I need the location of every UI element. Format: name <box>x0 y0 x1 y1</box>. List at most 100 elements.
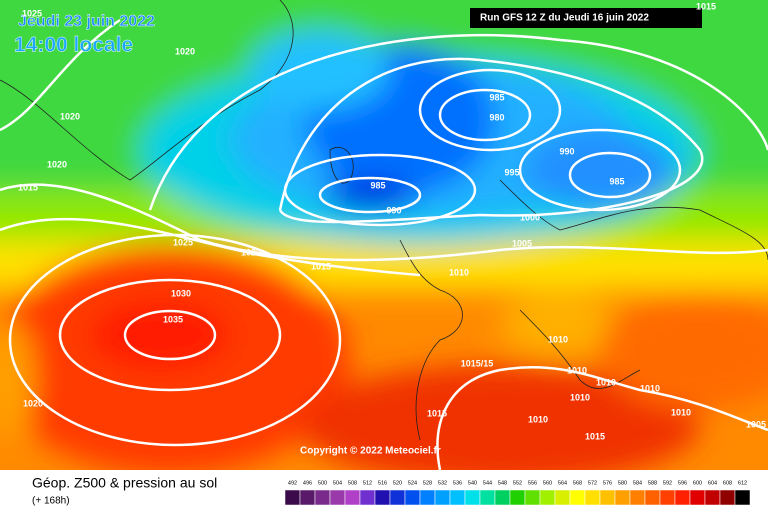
isobar-label: 1010 <box>449 267 469 277</box>
legend-swatch <box>359 489 376 506</box>
isobar-label: 1005 <box>746 419 766 429</box>
legend-value: 600 <box>693 480 702 486</box>
legend-value: 500 <box>318 480 327 486</box>
legend-value: 548 <box>498 480 507 486</box>
legend-value: 576 <box>603 480 612 486</box>
legend-swatch <box>404 489 421 506</box>
legend-swatch <box>734 489 751 506</box>
legend-swatch <box>539 489 556 506</box>
isobar-labels: 1025 1015 1020 1020 1020 1015 985 980 990 995 985 9… <box>18 1 766 441</box>
isobar-label: 1010 <box>567 365 587 375</box>
isobar-label: 1010 <box>548 334 568 344</box>
run-label: Run GFS 12 Z du Jeudi 16 juin 2022 <box>480 13 649 24</box>
footer-title: Géop. Z500 & pression au sol <box>32 475 217 491</box>
isobar-label: 1020 <box>47 159 67 169</box>
legend-value: 560 <box>543 480 552 486</box>
legend-value: 552 <box>513 480 522 486</box>
isobar-label: 1000 <box>520 212 540 222</box>
isobar-label: 1020 <box>175 46 195 56</box>
legend-value: 584 <box>633 480 642 486</box>
legend-value: 544 <box>483 480 492 486</box>
legend-swatch <box>674 489 691 506</box>
legend-value: 512 <box>363 480 372 486</box>
isobar-label: 1015 <box>427 408 447 418</box>
legend-swatch <box>554 489 571 506</box>
isobar-label: 1015 <box>18 182 38 192</box>
isobar-label: 985 <box>609 176 624 186</box>
legend-value: 528 <box>423 480 432 486</box>
time-label: 14:00 locale <box>14 34 133 57</box>
legend-value: 588 <box>648 480 657 486</box>
isobar-label: 1030 <box>171 288 191 298</box>
legend-value: 532 <box>438 480 447 486</box>
legend-swatch <box>509 489 526 506</box>
isobar-label: 1020 <box>60 111 80 121</box>
legend-swatch <box>584 489 601 506</box>
legend-swatch <box>419 489 436 506</box>
legend-value: 492 <box>288 480 297 486</box>
isobar-label: 1015 <box>696 1 716 11</box>
isobar-label: 990 <box>386 205 401 215</box>
legend-value: 608 <box>723 480 732 486</box>
map-field <box>0 0 768 470</box>
legend-value: 580 <box>618 480 627 486</box>
legend-swatch <box>389 489 406 506</box>
isobar-label: 1015 <box>311 261 331 271</box>
isobar-label: 980 <box>489 112 504 122</box>
legend-swatch <box>494 489 511 506</box>
legend-value: 540 <box>468 480 477 486</box>
isobar-label: 1010 <box>640 383 660 393</box>
legend-swatch <box>689 489 706 506</box>
legend-swatch <box>704 489 721 506</box>
legend-value: 536 <box>453 480 462 486</box>
isobar-label: 1005 <box>512 238 532 248</box>
legend-swatch <box>314 489 331 506</box>
legend-value: 520 <box>393 480 402 486</box>
legend-swatch <box>449 489 466 506</box>
legend-value: 508 <box>348 480 357 486</box>
copyright: Copyright © 2022 Meteociel.fr <box>300 446 441 457</box>
legend-swatch <box>344 489 361 506</box>
legend-swatch <box>284 489 301 506</box>
isobar-label: 1015 <box>585 431 605 441</box>
run-box <box>470 8 702 28</box>
legend-value: 596 <box>678 480 687 486</box>
footer-subtitle: (+ 168h) <box>32 496 70 507</box>
isobar-label: 1010 <box>596 377 616 387</box>
legend-value: 568 <box>573 480 582 486</box>
isobar-label: 985 <box>489 92 504 102</box>
legend-value: 612 <box>738 480 747 486</box>
isobar-label: 1035 <box>163 314 183 324</box>
legend-value: 604 <box>708 480 717 486</box>
legend-value: 516 <box>378 480 387 486</box>
legend-swatch <box>479 489 496 506</box>
legend-value: 496 <box>303 480 312 486</box>
isobar-label: 995 <box>504 167 519 177</box>
legend-value: 556 <box>528 480 537 486</box>
legend-swatch <box>434 489 451 506</box>
legend-swatch <box>614 489 631 506</box>
isobar-label: 1010 <box>671 407 691 417</box>
isobar-label: 990 <box>559 146 574 156</box>
legend-swatch <box>329 489 346 506</box>
isobar-label: 1010 <box>570 392 590 402</box>
legend-swatch <box>374 489 391 506</box>
legend-value: 592 <box>663 480 672 486</box>
date-label: Jeudi 23 juin 2022 <box>18 13 155 30</box>
color-legend: 492 496 500 504 508 512 516 520 524 528 532 536 540 5… <box>284 480 751 506</box>
legend-swatch <box>599 489 616 506</box>
legend-value: 564 <box>558 480 567 486</box>
isobar-label: 1020 <box>23 398 43 408</box>
legend-value: 504 <box>333 480 342 486</box>
isobar-label: 1025 <box>22 8 42 18</box>
isobar-label: 1015/15 <box>461 358 494 368</box>
isobar-label: 1025 <box>173 237 193 247</box>
isobar-label: 1020 <box>241 247 261 257</box>
legend-swatch <box>569 489 586 506</box>
legend-swatch <box>464 489 481 506</box>
legend-swatch <box>524 489 541 506</box>
legend-value: 524 <box>408 480 417 486</box>
legend-swatch <box>629 489 646 506</box>
